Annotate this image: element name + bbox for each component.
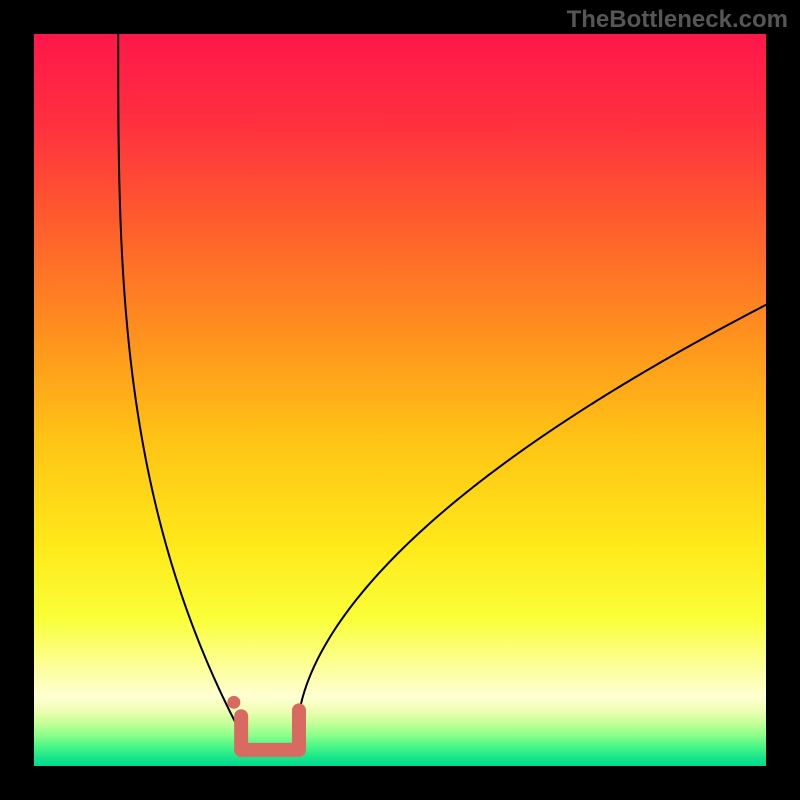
chart-stage: TheBottleneck.com: [0, 0, 800, 800]
watermark-text: TheBottleneck.com: [567, 6, 788, 34]
bottleneck-chart: [0, 0, 800, 800]
